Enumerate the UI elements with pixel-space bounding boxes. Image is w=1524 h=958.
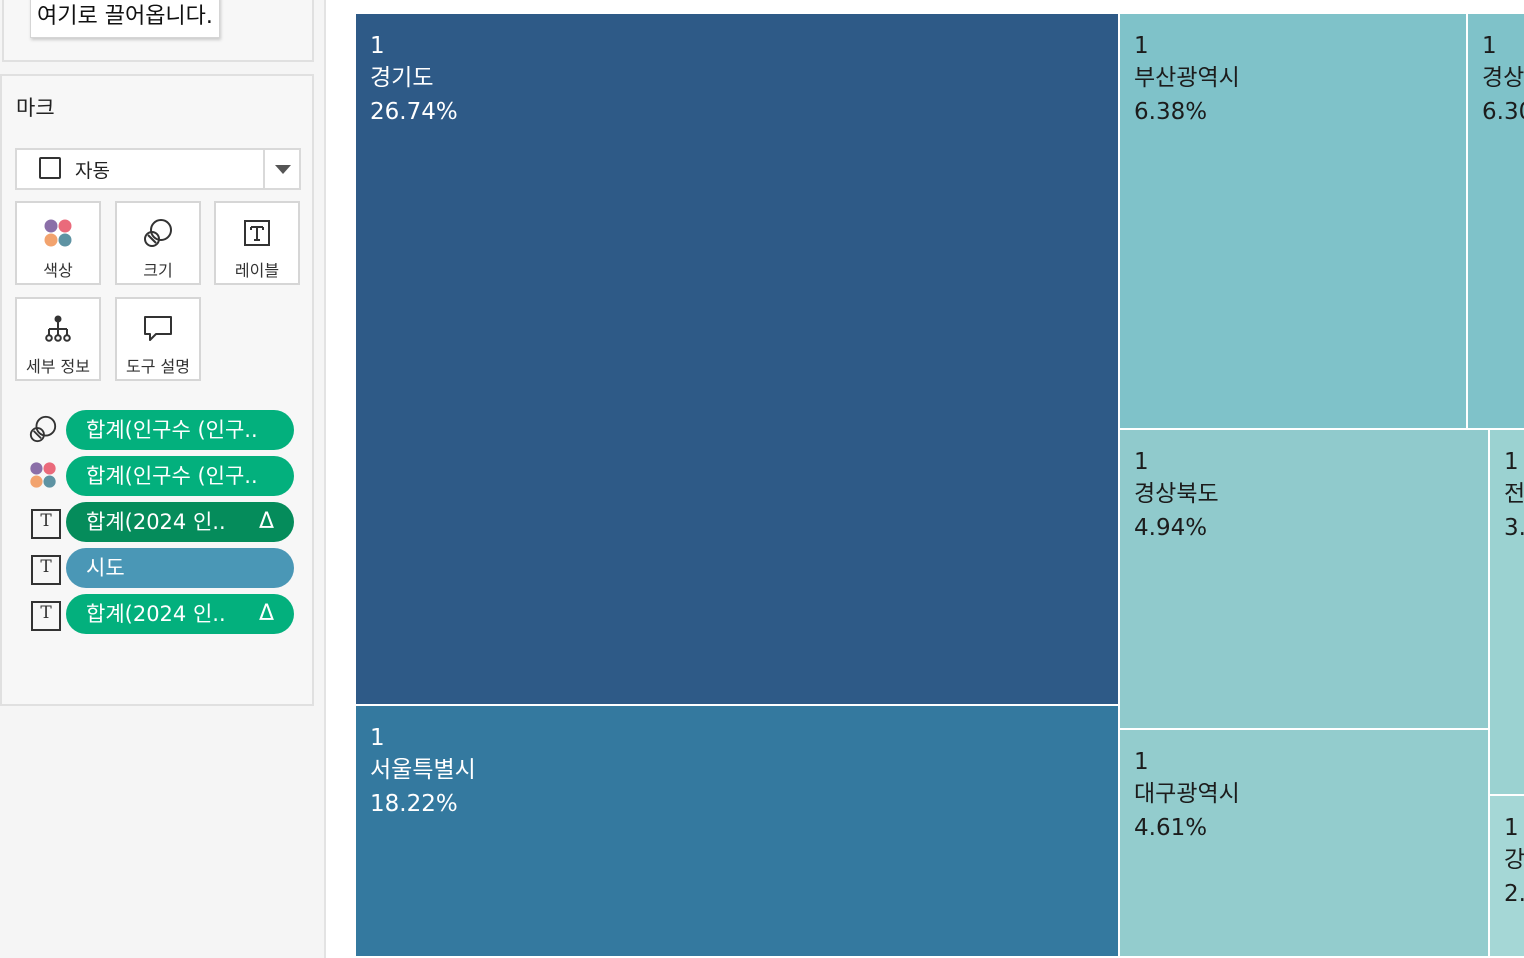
field-pill-text: 합계(인구수 (인구..: [86, 464, 258, 488]
field-pill-text: 합계(인구수 (인구..: [86, 418, 258, 442]
table-calc-delta-icon: Δ: [258, 601, 274, 626]
tile-name: 부산광역시: [1134, 65, 1240, 91]
pill-row-size: 합계(인구수 (인구..: [28, 410, 296, 450]
text-label-icon: T: [31, 555, 61, 585]
detail-button-label: 세부 정보: [26, 357, 90, 376]
tile-rank: 1: [1134, 33, 1149, 59]
size-button[interactable]: 크기: [115, 201, 201, 285]
treemap-tile-jeon[interactable]: 1 전 3.: [1490, 430, 1524, 796]
treemap-tile-busan[interactable]: 1 부산광역시 6.38%: [1120, 14, 1468, 430]
field-pill-text: 합계(2024 인..: [86, 602, 226, 626]
text-label-icon: [244, 220, 270, 246]
tile-name: 대구광역시: [1134, 781, 1240, 807]
tile-percent: 4.94%: [1134, 515, 1208, 541]
pill-row-color: 합계(인구수 (인구..: [28, 456, 296, 496]
detail-tree-icon: [45, 315, 71, 342]
color-dots-icon: [30, 462, 56, 488]
marks-card: 마크 자동 색상 크기: [0, 74, 314, 706]
chevron-down-icon[interactable]: [275, 165, 291, 174]
treemap-tile-gyeongnam[interactable]: 1 경상 6.30: [1468, 14, 1524, 430]
field-pill[interactable]: 합계(인구수 (인구..: [66, 410, 294, 450]
tile-percent: 6.30: [1482, 99, 1524, 125]
treemap-tile-seoul[interactable]: 1 서울특별시 18.22%: [356, 706, 1120, 958]
pill-row-label: T 합계(2024 인.. Δ: [28, 502, 296, 542]
tile-rank: 1: [1482, 33, 1497, 59]
tile-percent: 2.: [1504, 881, 1524, 907]
tile-name: 전: [1504, 481, 1524, 507]
treemap-view: 1 경기도 26.74% 1 서울특별시 18.22% 1 부산광역시 6.38…: [356, 14, 1524, 958]
treemap-tile-gyeonggi[interactable]: 1 경기도 26.74%: [356, 14, 1120, 706]
tile-rank: 1: [1504, 449, 1519, 475]
field-pill[interactable]: 합계(인구수 (인구..: [66, 456, 294, 496]
field-pill[interactable]: 시도: [66, 548, 294, 588]
drop-zone[interactable]: 여기로 끌어옵니다.: [2, 0, 314, 62]
tile-rank: 1: [1504, 815, 1519, 841]
treemap-tile-daegu[interactable]: 1 대구광역시 4.61%: [1120, 730, 1490, 958]
drop-tooltip: 여기로 끌어옵니다.: [30, 0, 220, 38]
field-pill-text: 시도: [86, 556, 125, 580]
mark-type-value: 자동: [75, 160, 110, 182]
tile-name: 강: [1504, 847, 1524, 873]
label-button[interactable]: 레이블: [214, 201, 300, 285]
tooltip-bubble-icon: [144, 316, 172, 341]
marks-title: 마크: [16, 96, 55, 120]
pill-row-label: T 시도: [28, 548, 296, 588]
tile-rank: 1: [370, 33, 385, 59]
tile-name: 경상: [1482, 65, 1524, 91]
treemap-tile-gang[interactable]: 1 강 2.: [1490, 796, 1524, 958]
tile-name: 경상북도: [1134, 481, 1219, 507]
text-label-icon: T: [31, 509, 61, 539]
tile-percent: 18.22%: [370, 791, 458, 817]
text-label-icon: T: [31, 601, 61, 631]
size-circles-icon: [144, 219, 172, 247]
tile-percent: 4.61%: [1134, 815, 1208, 841]
field-pill[interactable]: 합계(2024 인.. Δ: [66, 502, 294, 542]
tile-name: 경기도: [370, 65, 434, 91]
square-mark-icon: [39, 157, 61, 179]
tile-rank: 1: [370, 725, 385, 751]
tile-rank: 1: [1134, 749, 1149, 775]
tile-name: 서울특별시: [370, 757, 476, 783]
pill-row-label: T 합계(2024 인.. Δ: [28, 594, 296, 634]
treemap-tile-gyeongbuk[interactable]: 1 경상북도 4.94%: [1120, 430, 1490, 730]
detail-button[interactable]: 세부 정보: [15, 297, 101, 381]
color-dots-icon: [44, 219, 72, 247]
color-button[interactable]: 색상: [15, 201, 101, 285]
field-pill-text: 합계(2024 인..: [86, 510, 226, 534]
dropdown-divider: [263, 150, 265, 188]
table-calc-delta-icon: Δ: [258, 509, 274, 534]
tile-percent: 6.38%: [1134, 99, 1208, 125]
tooltip-button[interactable]: 도구 설명: [115, 297, 201, 381]
tile-percent: 26.74%: [370, 99, 458, 125]
tile-percent: 3.: [1504, 515, 1524, 541]
label-button-label: 레이블: [234, 261, 280, 280]
size-circles-icon: [29, 415, 57, 443]
color-button-label: 색상: [43, 261, 73, 280]
size-button-label: 크기: [143, 261, 173, 280]
tooltip-button-label: 도구 설명: [126, 357, 190, 376]
field-pill[interactable]: 합계(2024 인.. Δ: [66, 594, 294, 634]
left-sidebar: 여기로 끌어옵니다. 마크 자동 색상 크기: [0, 0, 326, 958]
mark-type-dropdown[interactable]: 자동: [15, 148, 301, 190]
tile-rank: 1: [1134, 449, 1149, 475]
